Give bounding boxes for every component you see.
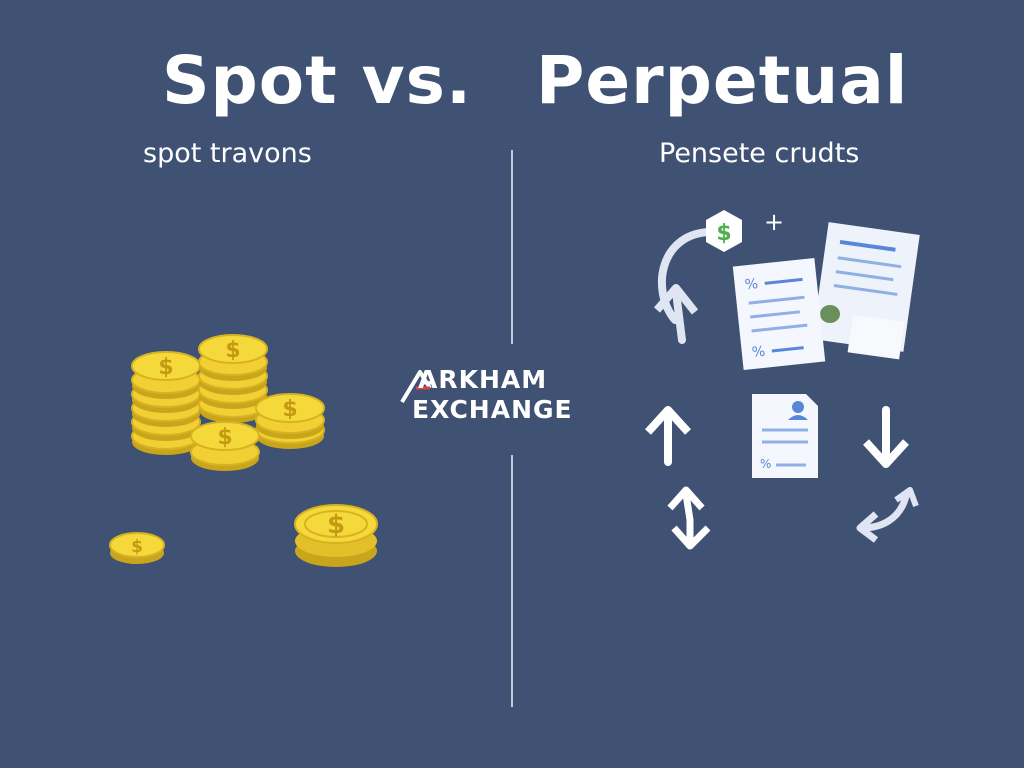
svg-text:$: $: [217, 425, 232, 450]
center-divider-top: [511, 150, 513, 344]
subtitle-spot: spot travons: [143, 138, 312, 169]
coin-stack-icon: $: [190, 421, 260, 472]
logo-line-1: ARKHAM: [418, 365, 548, 394]
logo-line-2: EXCHANGE: [412, 395, 573, 424]
document-icon: %: [752, 394, 818, 478]
title-perpetual: Perpetual: [536, 42, 909, 119]
document-icon: % %: [732, 257, 826, 371]
svg-text:%: %: [751, 344, 766, 361]
title-spot: Spot vs.: [162, 42, 473, 119]
svg-text:%: %: [760, 457, 771, 471]
coin-icon: $: [294, 504, 378, 567]
plus-icon: +: [764, 208, 784, 236]
svg-text:$: $: [282, 397, 297, 422]
subtitle-perpetual: Pensete crudts: [659, 138, 860, 169]
cycle-arrow-icon: [856, 487, 919, 543]
coin-stack-icon: $: [255, 393, 325, 450]
center-divider-bottom: [511, 455, 513, 707]
svg-text:$: $: [716, 221, 731, 246]
arkham-exchange-logo: ARKHAM EXCHANGE: [400, 365, 600, 436]
dollar-hexagon-icon: $: [706, 210, 742, 252]
svg-text:%: %: [744, 276, 759, 293]
contract-icon: [812, 222, 920, 360]
arrow-down-icon: [863, 406, 909, 468]
arrow-up-icon: [645, 406, 691, 466]
coin-stack-icon: $: [198, 334, 268, 424]
svg-text:$: $: [225, 338, 240, 363]
cycle-arrow-icon: [653, 228, 716, 344]
svg-text:$: $: [131, 537, 143, 557]
logo-roof-icon: [400, 370, 432, 404]
svg-text:$: $: [158, 355, 173, 380]
swap-icon: [667, 486, 711, 550]
svg-text:$: $: [327, 510, 345, 540]
coin-icon: $: [109, 532, 165, 564]
